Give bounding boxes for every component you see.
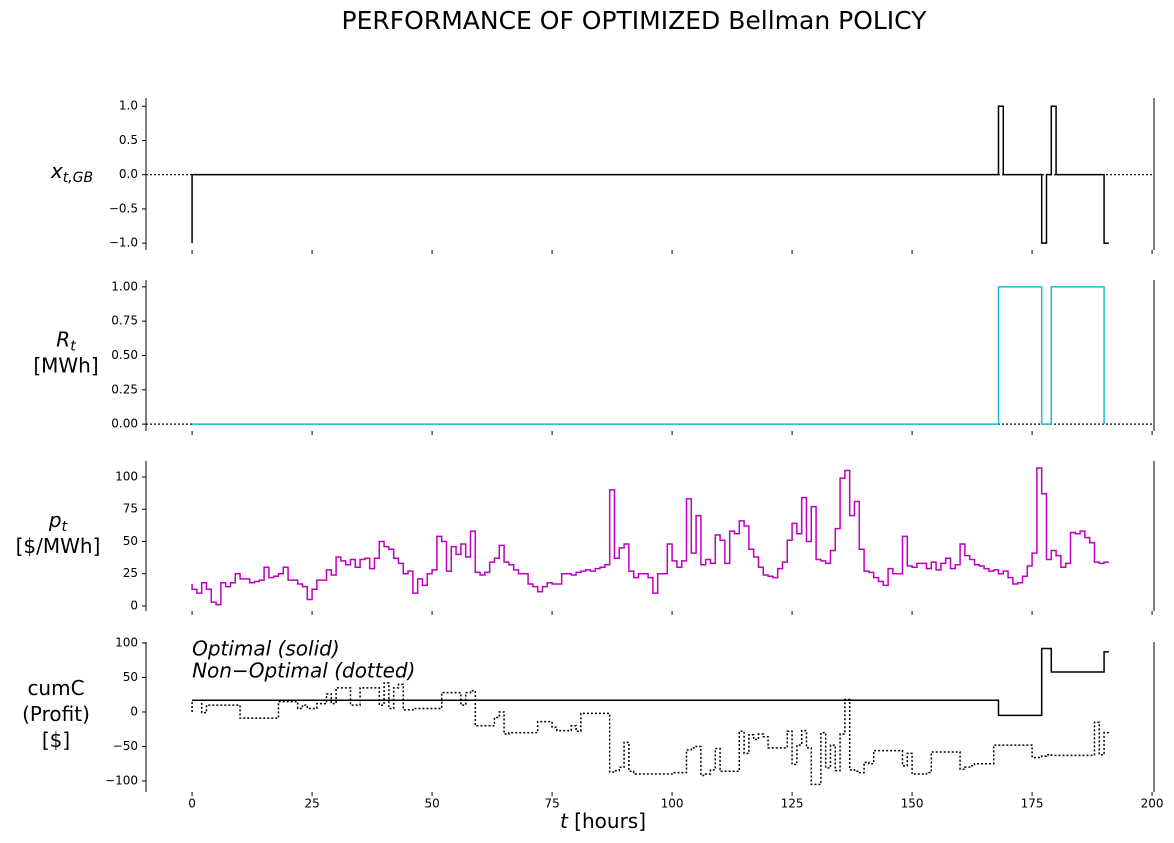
y-axis-label: [MWh]: [33, 353, 98, 377]
y-axis-label-text: R: [56, 327, 70, 351]
y-tick-label: −0.5: [109, 201, 138, 215]
y-axis-label-text: p: [48, 508, 62, 532]
x-tick-label: 200: [1141, 797, 1164, 811]
y-axis-label-text: x: [50, 159, 63, 183]
y-axis-label-text: cumC: [27, 676, 84, 700]
x-tick-label: 150: [901, 797, 924, 811]
x-tick-label: 100: [661, 797, 684, 811]
y-tick-label: 0.75: [111, 314, 138, 328]
y-tick-label: 0: [130, 704, 138, 718]
y-axis-label-sub: t: [70, 339, 76, 355]
x-tick-label: 125: [781, 797, 804, 811]
step-line: [191, 467, 1109, 606]
y-axis-label: (Profit): [22, 702, 90, 726]
y-axis-label: [$]: [42, 728, 70, 752]
legend-text: Optimal (solid): [192, 637, 340, 661]
y-tick-label: −100: [105, 773, 138, 787]
y-tick-label: 75: [123, 502, 138, 516]
x-tick-label: 0: [188, 797, 196, 811]
y-tick-label: 50: [123, 534, 138, 548]
y-tick-label: 50: [123, 670, 138, 684]
y-tick-label: −50: [113, 739, 138, 753]
y-tick-label: 0.25: [111, 382, 138, 396]
x-axis-label-var: t: [560, 809, 569, 833]
y-axis-label: cumC: [27, 676, 84, 700]
x-axis-label: t [hours]: [560, 809, 646, 833]
y-axis-label: [$/MWh]: [16, 534, 101, 558]
y-tick-label: 25: [123, 566, 138, 580]
legend-text: Non−Optimal (dotted): [192, 659, 415, 683]
x-tick-label: 25: [304, 797, 319, 811]
y-axis-label: pt: [48, 508, 68, 536]
x-tick-label: 50: [424, 797, 439, 811]
y-tick-label: 1.0: [119, 99, 138, 113]
y-axis-label: xt,GB: [50, 159, 93, 187]
x-axis-label-unit: [hours]: [574, 809, 646, 833]
y-axis-label-text: [$/MWh]: [16, 534, 101, 558]
y-axis-label: Rt: [56, 327, 76, 355]
x-tick-label: 75: [544, 797, 559, 811]
figure-title: PERFORMANCE OF OPTIMIZED Bellman POLICY: [342, 6, 928, 35]
y-tick-label: 0.50: [111, 348, 138, 362]
step-line: [191, 682, 1109, 786]
step-line: [191, 105, 1109, 244]
y-axis-label-text: (Profit): [22, 702, 90, 726]
step-line: [192, 286, 1105, 425]
step-line: [192, 647, 1109, 717]
y-tick-label: −1.0: [109, 236, 138, 250]
y-tick-label: 0: [130, 598, 138, 612]
y-tick-label: 100: [115, 635, 138, 649]
y-tick-label: 1.00: [111, 279, 138, 293]
y-axis-label-text: [MWh]: [33, 353, 98, 377]
y-axis-label-sub: t,GB: [63, 170, 93, 186]
y-axis-label-sub: t: [62, 519, 68, 535]
y-axis-label-text: [$]: [42, 728, 70, 752]
x-tick-label: 175: [1021, 797, 1044, 811]
y-tick-label: 0.00: [111, 417, 138, 431]
y-tick-label: 0.0: [119, 167, 138, 181]
y-tick-label: 100: [115, 469, 138, 483]
y-tick-label: 0.5: [119, 133, 138, 147]
